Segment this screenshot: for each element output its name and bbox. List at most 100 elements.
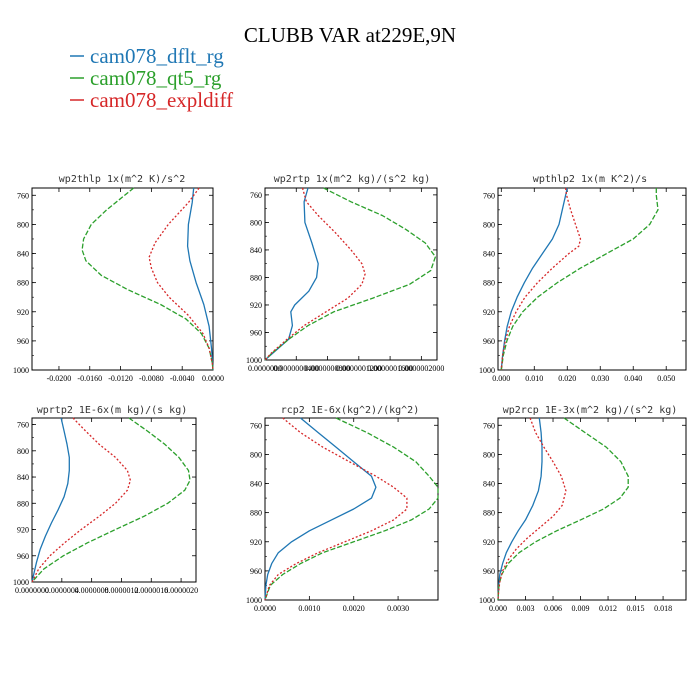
series-line-qt5 (497, 417, 629, 601)
y-tick-label: 760 (483, 421, 495, 430)
legend-label-qt5: cam078_qt5_rg (90, 66, 222, 90)
x-tick-label: -0.0160 (77, 374, 102, 383)
x-tick-label: 0.0000004 (45, 586, 79, 595)
x-tick-label: 0.010 (525, 374, 543, 383)
x-tick-label: 0.0000 (202, 374, 224, 383)
y-tick-label: 840 (250, 480, 262, 489)
panel-title: wp2rtp 1x(m^2 kg)/(s^2 kg) (274, 174, 431, 185)
y-tick-label: 840 (483, 250, 495, 259)
x-tick-label: 0.000 (489, 604, 507, 613)
y-tick-label: 880 (17, 499, 29, 508)
y-tick-label: 880 (483, 279, 495, 288)
y-tick-label: 880 (250, 509, 262, 518)
x-tick-label: 0.0000016 (134, 586, 168, 595)
y-tick-label: 1000 (13, 366, 29, 375)
y-tick-label: 880 (17, 279, 29, 288)
x-tick-label: -0.0080 (139, 374, 164, 383)
y-tick-label: 920 (17, 526, 29, 535)
plot-frame (497, 187, 687, 371)
legend-label-dflt: cam078_dflt_rg (90, 44, 224, 68)
panel-wpthlp2: wpthlp2 1x(m K^2)/s 760 800 840 880 920 960 10… (479, 174, 687, 383)
series-line-dflt (186, 187, 214, 371)
x-tick-label: 0.0000000800 (305, 364, 351, 373)
x-tick-label: 0.0010 (298, 604, 320, 613)
figure-title: CLUBB VAR at229E,9N (244, 23, 456, 47)
y-tick-label: 760 (250, 421, 262, 430)
x-tick-label: 0.0000000400 (273, 364, 319, 373)
y-tick-label: 800 (250, 450, 262, 459)
series-line-dflt (264, 417, 377, 601)
y-tick-label: 960 (250, 567, 262, 576)
panel-wprtp2: wprtp2 1E-6x(m kg)/(s kg) 760 800 840 880 92… (13, 405, 198, 595)
x-tick-label: 0.003 (517, 604, 535, 613)
series-line-dflt (497, 417, 543, 601)
plot-frame (31, 417, 197, 583)
plot-frame (264, 417, 439, 601)
series-line-qt5 (500, 188, 659, 371)
y-tick-label: 1000 (13, 578, 29, 587)
y-tick-label: 840 (250, 246, 262, 255)
y-tick-label: 800 (483, 220, 495, 229)
y-tick-label: 920 (483, 308, 495, 317)
y-tick-label: 960 (483, 567, 495, 576)
y-tick-label: 920 (250, 301, 262, 310)
series-line-qt5 (264, 417, 439, 601)
panel-title: rcp2 1E-6x(kg^2)/(kg^2) (281, 405, 419, 416)
legend-label-expl: cam078_expldiff (90, 88, 233, 112)
series-line-qt5 (264, 187, 437, 361)
x-tick-label: -0.0040 (170, 374, 195, 383)
y-tick-label: 1000 (246, 356, 262, 365)
x-tick-label: 0.0000008 (75, 586, 109, 595)
y-tick-label: 840 (17, 473, 29, 482)
x-tick-label: 0.0020 (343, 604, 365, 613)
y-tick-label: 920 (250, 538, 262, 547)
x-tick-label: 0.018 (654, 604, 672, 613)
panel-wp2rcp: wp2rcp 1E-3x(m^2 kg)/(s^2 kg) 760 800 840 8… (479, 405, 687, 613)
x-tick-label: 0.0000012 (104, 586, 138, 595)
x-tick-label: 0.012 (599, 604, 617, 613)
panel-title: wp2thlp 1x(m^2 K)/s^2 (59, 174, 185, 185)
series-line-expl (264, 187, 366, 361)
series-line-qt5 (81, 187, 214, 371)
y-tick-label: 760 (483, 191, 495, 200)
y-tick-label: 880 (250, 273, 262, 282)
y-tick-label: 800 (250, 218, 262, 227)
y-tick-label: 800 (17, 447, 29, 456)
y-tick-label: 840 (483, 480, 495, 489)
plot-frame (31, 187, 214, 371)
x-tick-label: 0.0000001600 (367, 364, 413, 373)
x-tick-label: 0.015 (627, 604, 645, 613)
x-tick-label: 0.0000000 (248, 364, 282, 373)
legend: cam078_dflt_rg cam078_qt5_rg cam078_expl… (70, 44, 233, 112)
series-line-expl (31, 417, 132, 583)
panel-wp2rtp: wp2rtp 1x(m^2 kg)/(s^2 kg) 760 800 840 880 9… (246, 174, 444, 373)
x-tick-label: 0.0000000 (15, 586, 49, 595)
x-tick-label: 0.0000002000 (398, 364, 444, 373)
x-tick-label: 0.040 (624, 374, 642, 383)
panel-title: wpthlp2 1x(m K^2)/s (533, 174, 647, 185)
series-line-dflt (264, 187, 319, 361)
x-tick-label: 0.050 (657, 374, 675, 383)
x-tick-label: 0.0000020 (164, 586, 198, 595)
panel-rcp2: rcp2 1E-6x(kg^2)/(kg^2) 760 800 840 880 920 9… (246, 405, 439, 613)
panel-title: wp2rcp 1E-3x(m^2 kg)/(s^2 kg) (503, 405, 678, 416)
x-tick-label: 0.0000001200 (336, 364, 382, 373)
series-line-expl (264, 417, 408, 601)
x-tick-label: 0.030 (591, 374, 609, 383)
plot-frame (264, 187, 438, 361)
x-tick-label: 0.0030 (387, 604, 409, 613)
panel-title: wprtp2 1E-6x(m kg)/(s kg) (37, 405, 188, 416)
y-tick-label: 1000 (479, 366, 495, 375)
y-tick-label: 960 (17, 552, 29, 561)
y-tick-label: 880 (483, 509, 495, 518)
panel-wp2thlp: wp2thlp 1x(m^2 K)/s^2 760 800 840 880 920 960… (13, 174, 224, 383)
x-tick-label: -0.0200 (47, 374, 72, 383)
x-tick-label: 0.009 (572, 604, 590, 613)
y-tick-label: 1000 (479, 596, 495, 605)
y-tick-label: 960 (483, 337, 495, 346)
series-line-expl (148, 187, 214, 371)
x-tick-label: 0.0000 (254, 604, 276, 613)
x-tick-label: 0.000 (492, 374, 510, 383)
y-tick-label: 960 (250, 328, 262, 337)
